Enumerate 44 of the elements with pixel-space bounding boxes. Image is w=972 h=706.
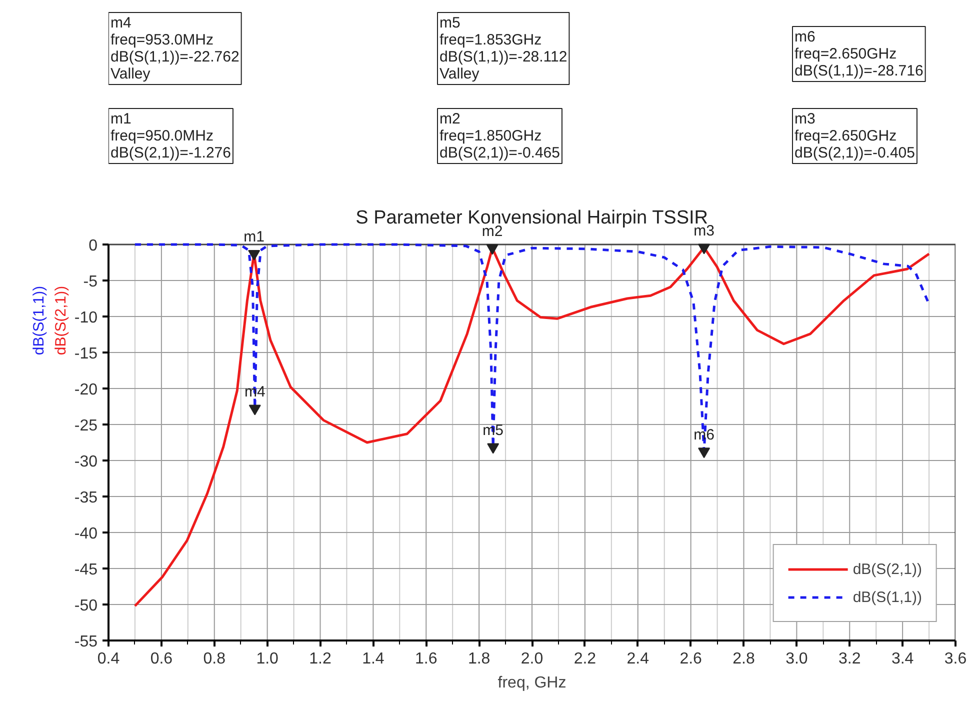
text: m2 freq=1.850GHz dB(S(2,1))=-0.465 [440, 110, 560, 162]
x-tick-label: 1.2 [309, 650, 332, 668]
x-tick-label: 1.4 [362, 650, 384, 668]
x-tick-label: 3.0 [786, 650, 808, 668]
x-tick-label: 3.4 [891, 650, 914, 668]
y-tick-label: -20 [74, 382, 98, 398]
y-tick-label: -40 [74, 526, 98, 542]
x-tick-label: 0.8 [203, 650, 226, 668]
x-tick-label: 2.0 [520, 650, 544, 668]
x-tick-label: 1.6 [415, 650, 438, 668]
x-tick-label: 2.8 [732, 650, 755, 668]
y-tick-label: -50 [74, 598, 98, 614]
y-tick-label: -55 [74, 634, 98, 650]
x-tick-label: 1.8 [468, 650, 490, 668]
x-tick-label: 2.6 [680, 650, 702, 668]
y-tick-label: -5 [83, 274, 98, 290]
y-tick-label: -15 [74, 346, 98, 362]
x-tick-label: 0.6 [150, 650, 173, 668]
x-tick-label: 2.2 [574, 650, 596, 668]
y-tick-label: -45 [74, 562, 98, 578]
text: m1 freq=950.0MHz dB(S(2,1))=-1.276 [110, 110, 231, 162]
x-tick-label: 2.4 [626, 650, 650, 668]
y-tick-label: 0 [88, 238, 98, 254]
annotation: m3 [694, 222, 714, 240]
legend-label: dB(S(1,1)) [852, 588, 922, 606]
text: m3 freq=2.650GHz dB(S(2,1))=-0.405 [794, 110, 915, 162]
y-tick-label: -35 [74, 490, 98, 506]
x-tick-label: 1.0 [256, 650, 279, 668]
x-tick-label: 0.4 [97, 650, 120, 668]
text: m5 freq=1.853GHz dB(S(1,1))=-28.112 Valley [440, 14, 568, 82]
text: m4 freq=953.0MHz dB(S(1,1))=-22.762 Valley [110, 14, 240, 82]
x-tick-label: 3.6 [944, 650, 967, 668]
annotation: m5 [482, 422, 504, 439]
x-axis-title: freq, GHz [498, 674, 566, 692]
y-tick-label: -30 [74, 454, 98, 470]
annotation: m6 [694, 426, 714, 444]
y-axis-title: dB(S(2,1)) dB(S(1,1)) [30, 286, 70, 356]
x-tick-label: 3.2 [838, 650, 861, 668]
legend-label: dB(S(2,1)) [852, 560, 922, 578]
annotation: m4 [244, 383, 266, 400]
annotation: m1 [244, 228, 265, 246]
text: m6 freq=2.650GHz dB(S(1,1))=-28.716 [794, 28, 924, 80]
y-tick-label: -25 [74, 418, 98, 434]
y-tick-label: -10 [74, 310, 98, 326]
